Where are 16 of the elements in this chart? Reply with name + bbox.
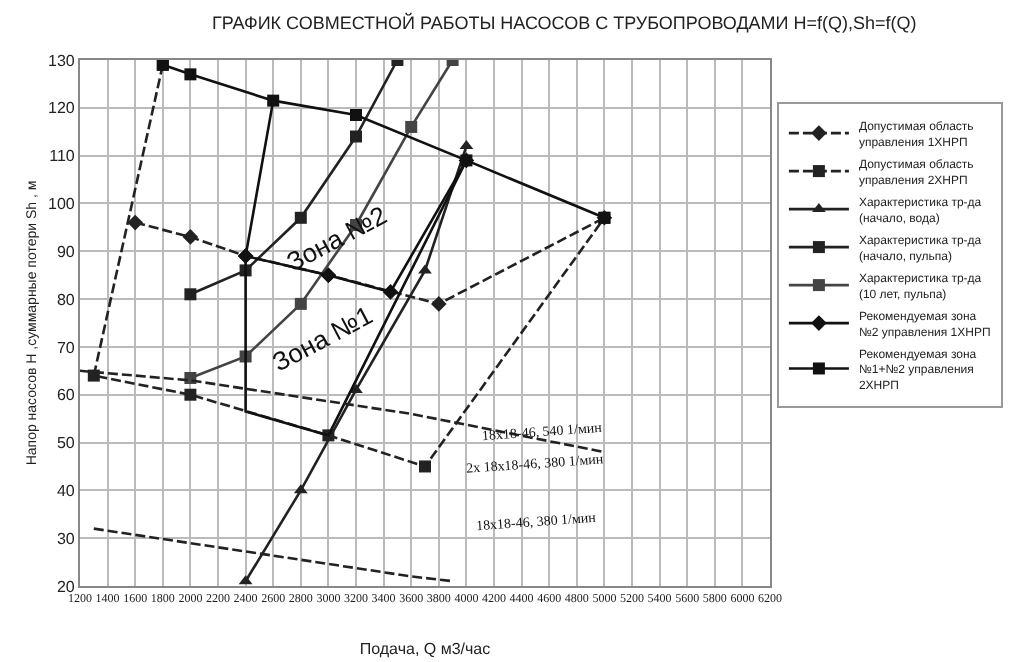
y-tick-label: 70 xyxy=(56,338,76,357)
y-tick-label: 60 xyxy=(56,386,76,405)
y-tick-label: 100 xyxy=(48,195,76,214)
y-tick-label: 30 xyxy=(56,529,76,548)
y-tick-label: 20 xyxy=(56,577,76,596)
chart-title: ГРАФИК СОВМЕСТНОЙ РАБОТЫ НАСОСОВ С ТРУБОПРОВОДАМИ H=f(Q),Sh=f(Q) xyxy=(212,11,917,34)
y-tick-label: 50 xyxy=(56,434,76,453)
y-tick-label: 110 xyxy=(49,147,76,166)
y-tick-label: 90 xyxy=(56,242,76,261)
y-tick-label: 130 xyxy=(48,51,76,70)
y-tick-label: 80 xyxy=(56,290,76,309)
y-tick-label: 120 xyxy=(48,99,76,118)
annotation: Зона №2 xyxy=(281,199,392,278)
annotation: Зона №1 xyxy=(267,299,378,378)
y-tick-label: 40 xyxy=(56,481,76,500)
x-axis-title: Подача, Q м3/час xyxy=(359,640,491,658)
